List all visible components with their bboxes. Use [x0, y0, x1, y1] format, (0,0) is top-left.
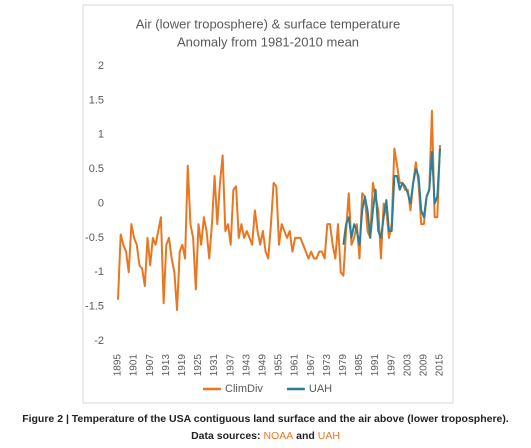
x-tick-label: 2009 — [419, 354, 430, 377]
caption-sources: Data sources: NOAA and UAH — [0, 430, 531, 442]
sources-label: Data sources: — [191, 430, 261, 442]
x-tick-label: 1991 — [370, 354, 381, 377]
x-tick-label: 1985 — [354, 354, 365, 377]
x-tick-label: 1955 — [274, 354, 285, 377]
chart-frame — [82, 4, 454, 404]
y-tick-label: 2 — [98, 60, 104, 72]
y-tick-label: 1.5 — [89, 94, 104, 106]
y-tick-label: -1.5 — [85, 301, 104, 313]
y-tick-label: -2 — [94, 335, 104, 347]
sources-joiner: and — [296, 430, 315, 442]
x-tick-label: 1979 — [338, 354, 349, 377]
x-tick-label: 1919 — [177, 354, 188, 377]
legend-label: ClimDiv — [225, 383, 263, 395]
y-tick-label: 0 — [98, 197, 104, 209]
x-tick-label: 1949 — [258, 354, 269, 377]
y-tick-label: 0.5 — [89, 163, 104, 175]
caption: Figure 2 | Temperature of the USA contig… — [22, 413, 509, 425]
x-tick-label: 1943 — [241, 354, 252, 377]
x-tick-label: 1937 — [225, 354, 236, 377]
x-tick-label: 1931 — [209, 354, 220, 377]
chart-title: Air (lower troposphere) & surface temper… — [136, 16, 400, 31]
x-tick-label: 1997 — [386, 354, 397, 377]
x-tick-label: 2003 — [402, 354, 413, 377]
x-tick-label: 1895 — [113, 354, 124, 377]
line-series — [342, 148, 441, 246]
chart: Air (lower troposphere) & surface temper… — [82, 4, 454, 404]
x-tick-label: 1907 — [145, 354, 156, 377]
legend-label: UAH — [309, 383, 332, 395]
x-tick-label: 1973 — [322, 354, 333, 377]
x-tick-label: 1967 — [306, 354, 317, 377]
source-link[interactable]: NOAA — [263, 430, 294, 442]
x-tick-label: 2015 — [435, 354, 446, 377]
y-tick-label: 1 — [98, 129, 104, 141]
chart-subtitle: Anomaly from 1981-2010 mean — [177, 34, 359, 49]
x-tick-label: 1901 — [129, 354, 140, 377]
x-tick-label: 1961 — [290, 354, 301, 377]
y-tick-label: -0.5 — [85, 232, 104, 244]
y-tick-label: -1 — [94, 266, 104, 278]
line-series — [117, 109, 441, 312]
x-tick-label: 1913 — [161, 354, 172, 377]
source-link[interactable]: UAH — [317, 430, 340, 442]
x-tick-label: 1925 — [193, 354, 204, 377]
